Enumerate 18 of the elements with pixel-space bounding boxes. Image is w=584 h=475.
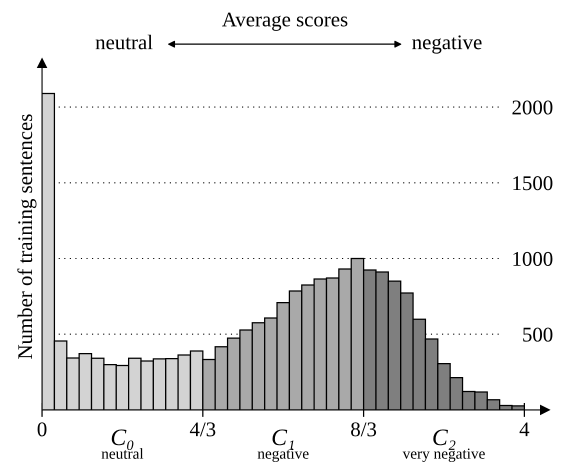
y-axis-title: Number of training sentences [17, 114, 36, 359]
text: negative [412, 35, 482, 54]
y-tick-label: 1500 [513, 176, 552, 190]
text: very negative [402, 448, 485, 462]
x-tick-label: 4 [520, 422, 530, 436]
x-tick-label: 8/3 [351, 422, 376, 436]
text: neutral [102, 448, 144, 459]
text: C₂ [433, 429, 456, 450]
y-tick-label: 2000 [512, 100, 552, 115]
text: negative [258, 448, 309, 462]
chart-title: Average scores [222, 12, 348, 31]
text: C₀ [112, 429, 134, 450]
x-tick-label: 0 [38, 422, 46, 436]
y-tick-label: 500 [523, 328, 552, 342]
x-tick-label: 4/3 [190, 422, 216, 436]
text: C₁ [272, 429, 294, 450]
text: neutral [96, 34, 153, 50]
y-tick-label: 1000 [513, 252, 552, 266]
